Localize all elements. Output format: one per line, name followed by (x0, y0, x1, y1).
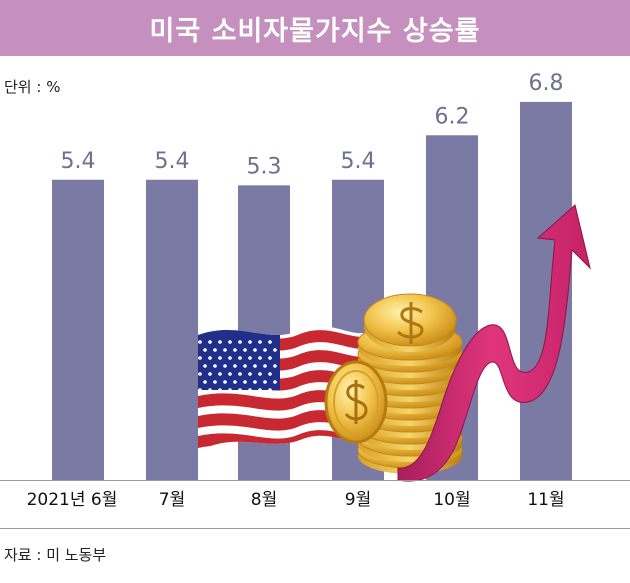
title-bar: 미국 소비자물가지수 상승률 (0, 0, 630, 56)
value-label-1: 5.4 (61, 149, 96, 174)
unit-label: 단위 : % (4, 78, 61, 96)
category-labels-layer: 2021년 6월 7월 8월 9월 10월 11월 (27, 490, 565, 510)
bar-2 (146, 179, 198, 480)
value-label-6: 6.8 (529, 71, 564, 96)
value-labels-layer: 5.4 5.4 5.3 5.4 6.2 6.8 (61, 71, 564, 179)
category-label-4: 9월 (345, 490, 371, 510)
value-label-2: 5.4 (155, 149, 190, 174)
category-label-2: 7월 (159, 490, 185, 510)
category-label-1: 2021년 6월 (27, 490, 118, 510)
value-label-3: 5.3 (247, 154, 282, 179)
category-label-3: 8월 (251, 490, 277, 510)
bar-1 (52, 179, 104, 480)
category-label-5: 10월 (433, 490, 470, 510)
baseline-line (0, 480, 630, 481)
category-label-6: 11월 (527, 490, 564, 510)
chart-title: 미국 소비자물가지수 상승률 (149, 15, 481, 47)
value-label-4: 5.4 (341, 149, 376, 174)
source-label: 자료 : 미 노동부 (4, 546, 107, 564)
arrow-ribbon-illustration (397, 204, 591, 482)
value-label-5: 6.2 (435, 104, 470, 129)
footer-divider (0, 528, 630, 529)
